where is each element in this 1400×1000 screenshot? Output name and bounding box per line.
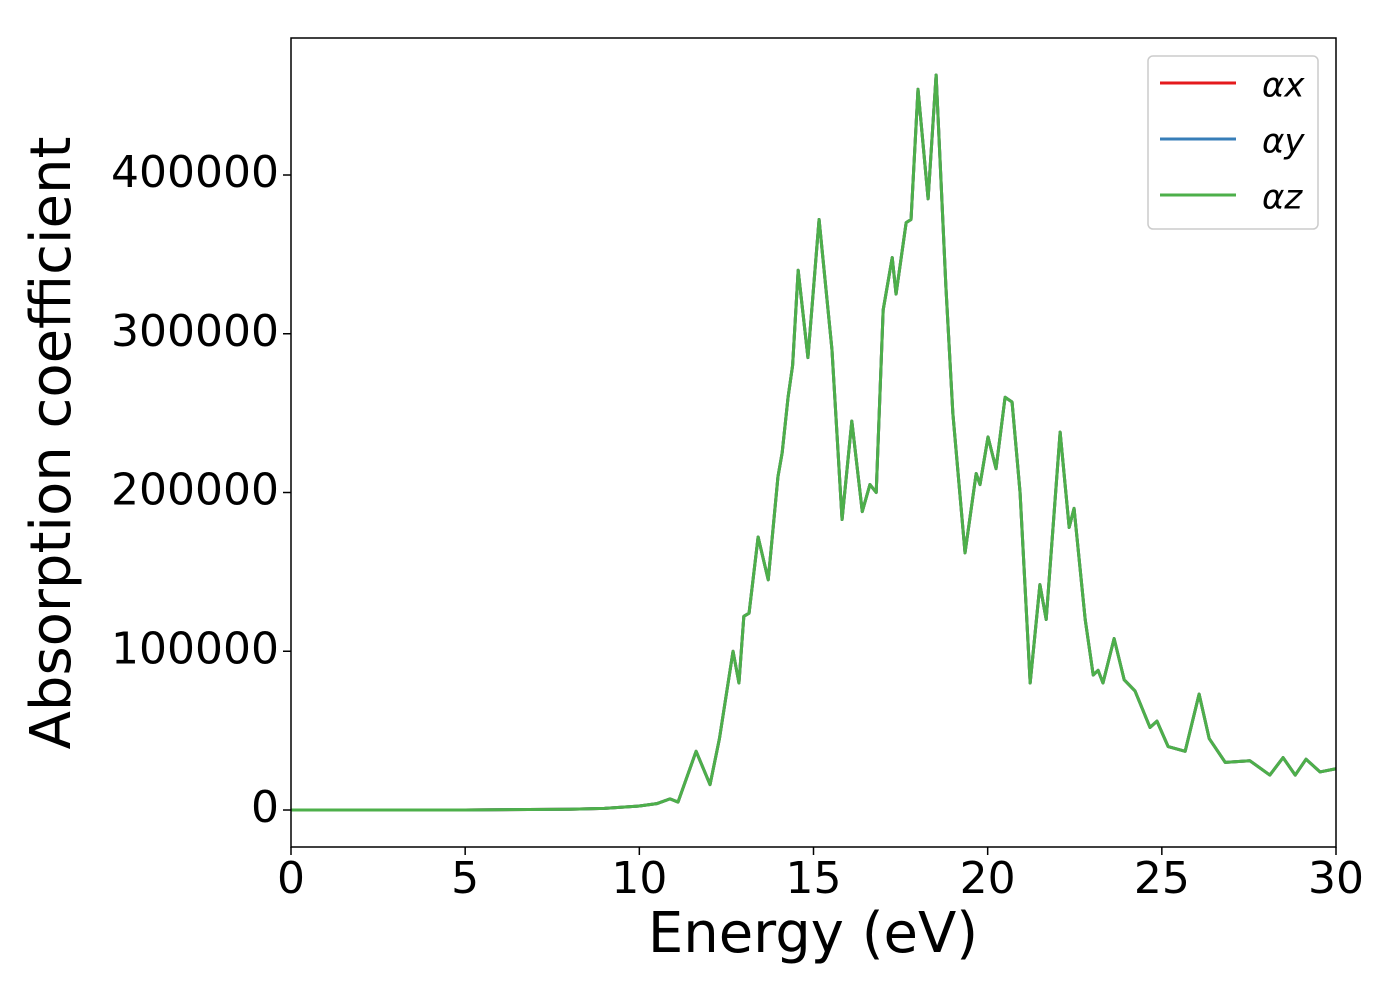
x-tick-label: 0 xyxy=(277,853,305,904)
x-tick-label: 5 xyxy=(451,853,479,904)
x-axis-label: Energy (eV) xyxy=(648,901,978,966)
y-tick-label: 100000 xyxy=(111,623,279,674)
x-tick-label: 30 xyxy=(1308,853,1364,904)
legend-label: αx xyxy=(1262,66,1305,106)
legend-label: αz xyxy=(1262,178,1303,218)
plot-frame xyxy=(290,37,1337,848)
legend-box xyxy=(1147,55,1319,230)
x-tick-label: 20 xyxy=(960,853,1016,904)
y-tick-label: 0 xyxy=(251,782,279,833)
y-tick-label: 200000 xyxy=(111,465,279,516)
x-tick-label: 10 xyxy=(611,853,667,904)
x-tick-label: 15 xyxy=(786,853,842,904)
series-line xyxy=(291,73,1337,812)
legend-label: αy xyxy=(1262,122,1305,162)
y-axis-label: Absorption coefficient xyxy=(19,137,84,750)
x-tick-label: 25 xyxy=(1134,853,1190,904)
y-tick-label: 400000 xyxy=(111,147,279,198)
y-tick-label: 300000 xyxy=(111,306,279,357)
